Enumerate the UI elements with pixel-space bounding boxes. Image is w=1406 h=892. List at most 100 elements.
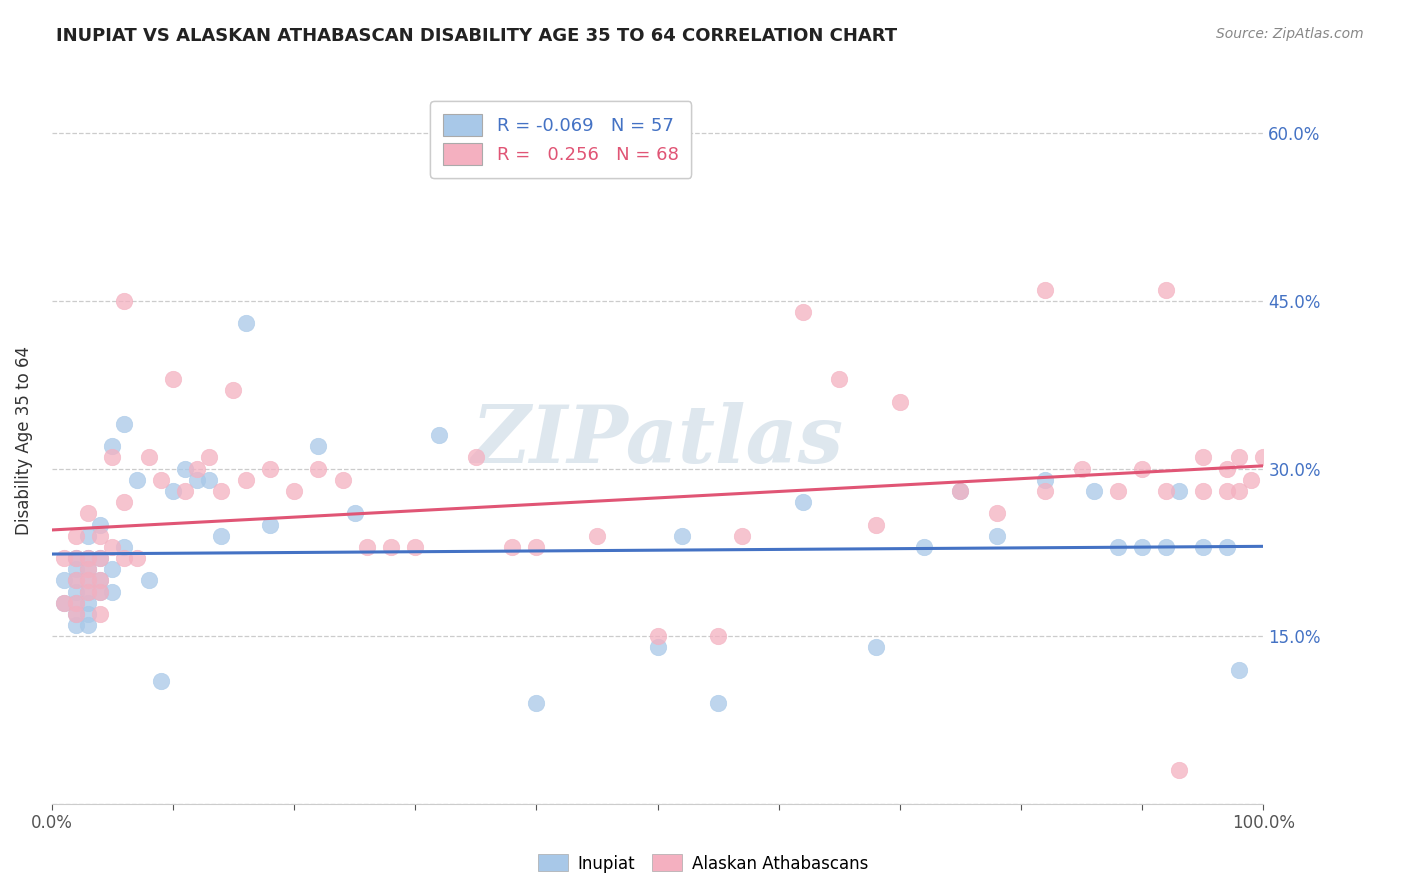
Point bbox=[235, 316, 257, 330]
Point bbox=[1216, 461, 1239, 475]
Point bbox=[1167, 764, 1189, 778]
Point bbox=[77, 574, 100, 588]
Point bbox=[138, 574, 160, 588]
Point bbox=[1130, 461, 1153, 475]
Point bbox=[1227, 663, 1250, 677]
Point bbox=[198, 473, 221, 487]
Point bbox=[101, 540, 124, 554]
Point bbox=[77, 584, 100, 599]
Point bbox=[209, 483, 232, 498]
Point bbox=[307, 439, 329, 453]
Point bbox=[89, 584, 111, 599]
Point bbox=[89, 551, 111, 566]
Point bbox=[259, 461, 281, 475]
Point bbox=[125, 473, 148, 487]
Point bbox=[707, 629, 730, 643]
Point bbox=[89, 529, 111, 543]
Point bbox=[114, 293, 136, 308]
Point bbox=[174, 461, 197, 475]
Point bbox=[307, 461, 329, 475]
Point bbox=[52, 596, 75, 610]
Point bbox=[1107, 540, 1129, 554]
Point bbox=[707, 697, 730, 711]
Point bbox=[647, 629, 669, 643]
Point bbox=[52, 574, 75, 588]
Point bbox=[501, 540, 523, 554]
Point bbox=[65, 607, 87, 621]
Point bbox=[524, 697, 547, 711]
Point bbox=[65, 596, 87, 610]
Point bbox=[332, 473, 354, 487]
Point bbox=[65, 574, 87, 588]
Point bbox=[1253, 450, 1275, 465]
Point bbox=[65, 551, 87, 566]
Point bbox=[52, 551, 75, 566]
Point bbox=[77, 551, 100, 566]
Point bbox=[65, 551, 87, 566]
Point bbox=[1033, 483, 1056, 498]
Point bbox=[65, 562, 87, 576]
Point bbox=[89, 551, 111, 566]
Point bbox=[162, 372, 184, 386]
Point bbox=[101, 584, 124, 599]
Point bbox=[138, 450, 160, 465]
Point bbox=[186, 473, 208, 487]
Point bbox=[464, 450, 486, 465]
Point bbox=[404, 540, 426, 554]
Y-axis label: Disability Age 35 to 64: Disability Age 35 to 64 bbox=[15, 346, 32, 535]
Point bbox=[222, 384, 245, 398]
Point bbox=[586, 529, 609, 543]
Point bbox=[89, 574, 111, 588]
Point bbox=[114, 540, 136, 554]
Point bbox=[65, 584, 87, 599]
Point bbox=[828, 372, 851, 386]
Point bbox=[101, 439, 124, 453]
Point bbox=[1083, 483, 1105, 498]
Point bbox=[198, 450, 221, 465]
Point bbox=[77, 507, 100, 521]
Point bbox=[1033, 283, 1056, 297]
Point bbox=[1191, 540, 1213, 554]
Point bbox=[986, 529, 1008, 543]
Point bbox=[792, 495, 814, 509]
Point bbox=[65, 607, 87, 621]
Point bbox=[524, 540, 547, 554]
Point bbox=[343, 507, 366, 521]
Point bbox=[1227, 450, 1250, 465]
Text: Source: ZipAtlas.com: Source: ZipAtlas.com bbox=[1216, 27, 1364, 41]
Point bbox=[77, 584, 100, 599]
Point bbox=[77, 562, 100, 576]
Point bbox=[235, 473, 257, 487]
Point bbox=[1070, 461, 1092, 475]
Point bbox=[114, 417, 136, 431]
Point bbox=[77, 607, 100, 621]
Point bbox=[77, 562, 100, 576]
Text: ZIPatlas: ZIPatlas bbox=[471, 402, 844, 480]
Point bbox=[1227, 483, 1250, 498]
Point bbox=[149, 673, 172, 688]
Point bbox=[865, 640, 887, 655]
Point bbox=[77, 574, 100, 588]
Point bbox=[1191, 450, 1213, 465]
Point bbox=[162, 483, 184, 498]
Point bbox=[114, 495, 136, 509]
Point bbox=[647, 640, 669, 655]
Point bbox=[1156, 540, 1178, 554]
Point bbox=[89, 584, 111, 599]
Point bbox=[149, 473, 172, 487]
Point bbox=[731, 529, 754, 543]
Point bbox=[77, 596, 100, 610]
Point bbox=[174, 483, 197, 498]
Point bbox=[89, 574, 111, 588]
Point bbox=[1156, 283, 1178, 297]
Point bbox=[1191, 483, 1213, 498]
Point bbox=[89, 517, 111, 532]
Point bbox=[1130, 540, 1153, 554]
Point bbox=[65, 574, 87, 588]
Point bbox=[986, 507, 1008, 521]
Point bbox=[792, 305, 814, 319]
Point bbox=[65, 529, 87, 543]
Point bbox=[52, 596, 75, 610]
Point bbox=[125, 551, 148, 566]
Point bbox=[1216, 483, 1239, 498]
